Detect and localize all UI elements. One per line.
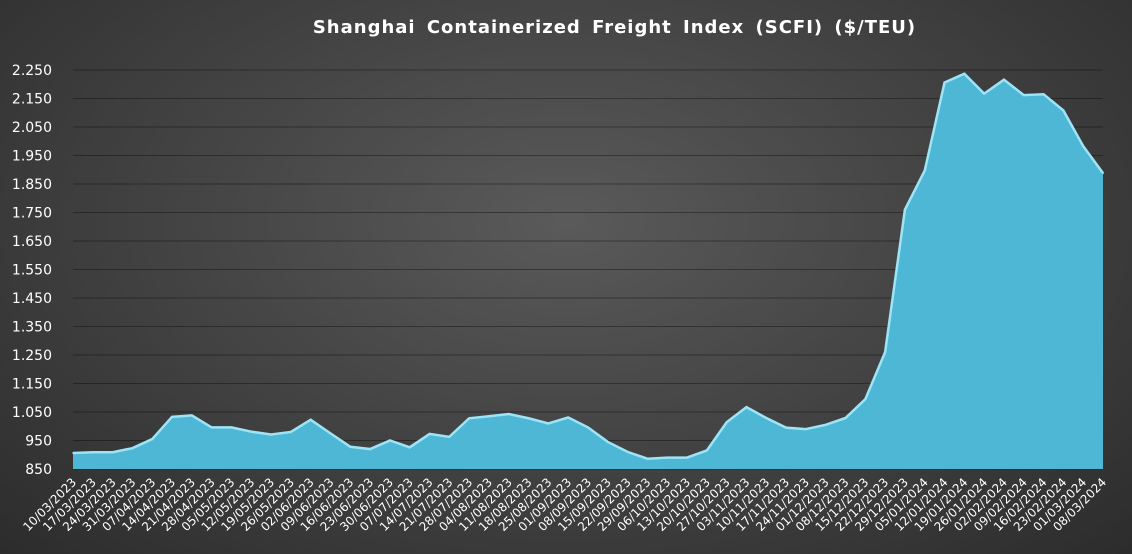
data-point: [1102, 172, 1104, 174]
y-tick-label: 850: [25, 462, 52, 478]
data-point: [1003, 78, 1005, 81]
data-point: [408, 446, 411, 449]
data-point: [805, 428, 807, 430]
data-point: [785, 426, 787, 429]
data-point: [706, 449, 708, 452]
data-point: [230, 426, 233, 429]
y-tick-label: 1.850: [12, 177, 52, 193]
data-point: [448, 435, 451, 438]
data-point: [210, 426, 213, 429]
y-tick-label: 1.250: [12, 348, 52, 364]
y-tick-label: 950: [25, 434, 52, 450]
data-point: [1062, 109, 1065, 112]
data-point: [646, 457, 649, 460]
y-tick-label: 1.450: [12, 291, 52, 307]
y-tick-label: 1.550: [12, 263, 52, 279]
data-point: [191, 414, 193, 417]
data-point: [626, 451, 629, 453]
data-point: [943, 81, 946, 84]
data-point: [725, 421, 728, 424]
data-point: [923, 169, 926, 172]
data-point: [309, 418, 312, 421]
y-tick-label: 1.150: [12, 377, 52, 393]
data-point: [250, 430, 253, 433]
data-point: [488, 415, 490, 418]
y-tick-label: 1.350: [12, 320, 52, 336]
data-point: [547, 422, 550, 425]
y-tick-label: 1.050: [12, 405, 52, 421]
chart-title: Shanghai Containerized Freight Index (SC…: [312, 17, 917, 38]
data-point: [92, 451, 94, 453]
series-area: [73, 73, 1103, 470]
data-point: [983, 92, 985, 95]
data-point: [607, 441, 609, 443]
data-point: [904, 208, 906, 211]
data-point: [349, 445, 352, 448]
y-tick-label: 2.250: [12, 63, 52, 79]
data-point: [1022, 94, 1025, 96]
data-point: [686, 456, 688, 459]
data-point: [527, 417, 530, 420]
data-point: [587, 426, 589, 429]
data-point: [270, 433, 272, 436]
data-point: [290, 431, 292, 433]
x-axis-ticks: 10/03/202317/03/202324/03/202331/03/2023…: [20, 475, 1109, 534]
y-tick-label: 1.750: [12, 206, 52, 222]
y-tick-label: 2.150: [12, 92, 52, 108]
data-point: [151, 438, 154, 440]
data-point: [963, 72, 966, 75]
area-layer: [72, 72, 1105, 470]
data-point: [864, 398, 867, 400]
y-axis-ticks: 850 950 1.050 1.150 1.250 1.350 1.450 1.550 1.65…: [12, 63, 52, 478]
data-point: [765, 417, 768, 419]
data-point: [745, 406, 748, 408]
data-point: [567, 416, 569, 419]
y-tick-label: 1.650: [12, 234, 52, 250]
y-tick-label: 1.950: [12, 149, 52, 165]
data-point: [844, 417, 847, 419]
y-tick-label: 2.050: [12, 120, 52, 136]
data-point: [171, 416, 173, 418]
data-point: [131, 447, 134, 449]
data-point: [72, 452, 74, 454]
data-point: [111, 451, 114, 453]
data-point: [507, 413, 510, 415]
data-point: [329, 432, 332, 435]
data-point: [369, 448, 371, 450]
data-point: [468, 417, 470, 420]
data-point: [666, 456, 669, 459]
data-point: [1082, 145, 1084, 147]
data-point: [428, 433, 431, 435]
data-point: [389, 439, 391, 442]
data-point: [824, 424, 827, 426]
data-point: [884, 351, 886, 353]
data-point: [1042, 93, 1045, 96]
